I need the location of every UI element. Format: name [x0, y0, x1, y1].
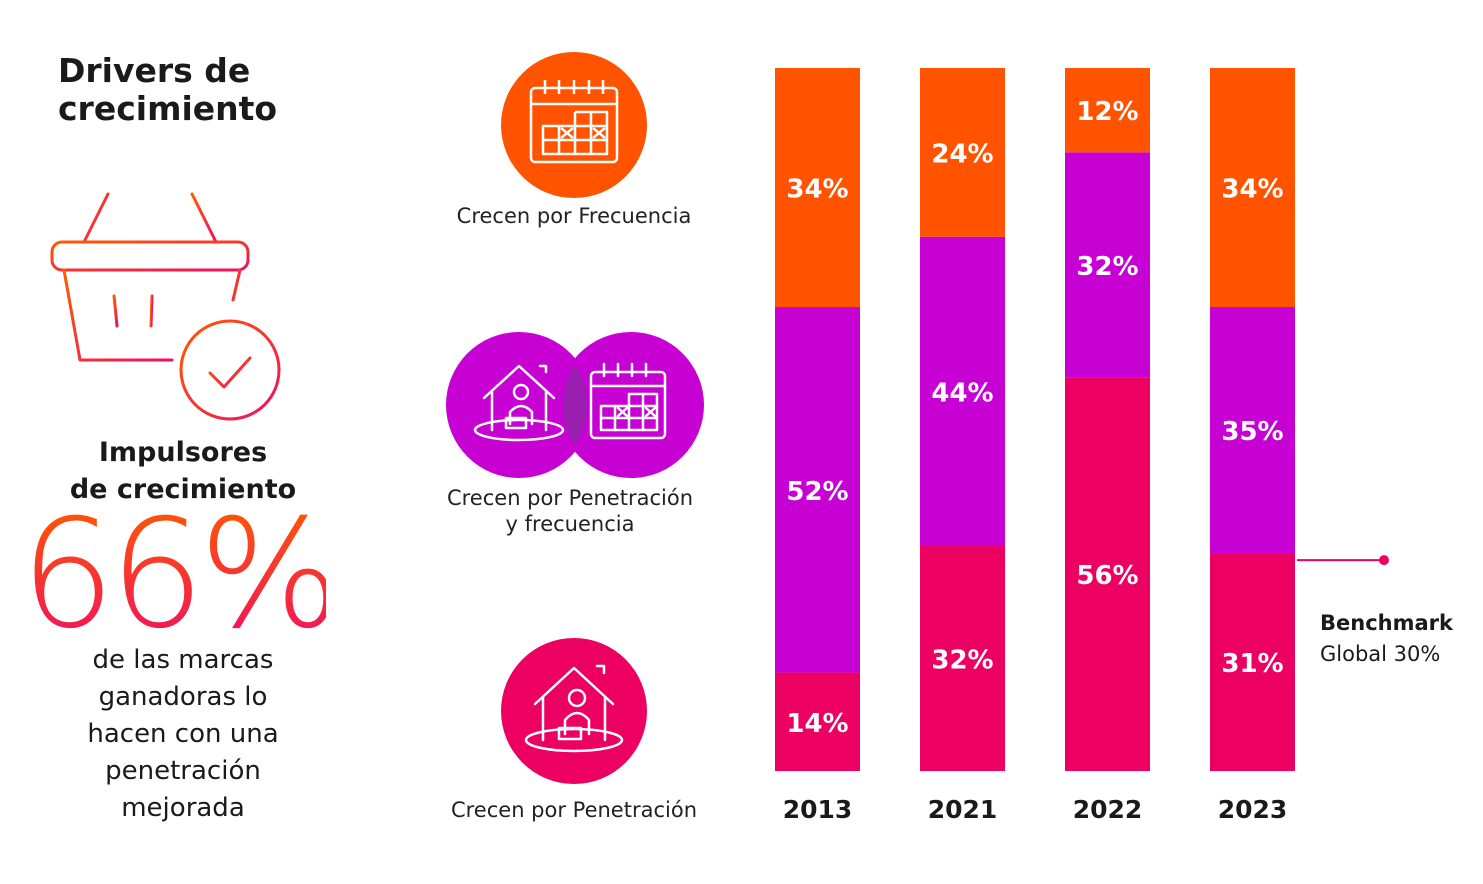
data-label-2022-series-2: 12%: [1076, 97, 1138, 127]
house-calendar-icon: [446, 332, 704, 478]
data-label-2022-series-0: 56%: [1076, 561, 1138, 591]
bar-2021-series-1: [920, 236, 1005, 547]
x-tick-label-2022: 2022: [1073, 795, 1143, 824]
bar-2013-series-0: [775, 672, 860, 771]
benchmark-dot: [1379, 555, 1389, 566]
bar-2023-series-2: [1210, 68, 1295, 308]
x-tick-label-2021: 2021: [928, 795, 998, 824]
highlight-description: de las marcas ganadoras lo hacen con una…: [87, 645, 279, 823]
bar-2022-series-2: [1065, 68, 1150, 153]
data-label-2021-series-2: 24%: [931, 139, 993, 169]
x-tick-label-2013: 2013: [783, 795, 853, 824]
highlight-heading: Impulsores de crecimiento: [69, 437, 297, 505]
data-label-2013-series-2: 34%: [786, 175, 848, 205]
bar-2023-series-0: [1210, 553, 1295, 771]
data-label-2023-series-0: 31%: [1221, 649, 1283, 679]
highlight-value: 66%: [20, 488, 341, 662]
benchmark-value: Global 30%: [1320, 642, 1441, 666]
x-tick-label-2023: 2023: [1218, 795, 1288, 824]
bar-2021-series-2: [920, 68, 1005, 237]
house-person-icon: [501, 638, 647, 784]
bar-2022-series-1: [1065, 152, 1150, 378]
legend-label-penetracion-frecuencia: Crecen por Penetración y frecuencia: [446, 486, 694, 536]
legend-label-frecuencia: Crecen por Frecuencia: [456, 204, 692, 228]
bar-2013-series-2: [775, 68, 860, 308]
data-label-2013-series-1: 52%: [786, 477, 848, 507]
data-label-2021-series-0: 32%: [931, 646, 993, 676]
data-label-2022-series-1: 32%: [1076, 252, 1138, 282]
bar-2021-series-0: [920, 546, 1005, 771]
basket-check-icon: [50, 192, 281, 421]
benchmark-label: Benchmark Global 30%: [1320, 608, 1453, 670]
page-title: Drivers de crecimiento: [58, 51, 278, 128]
data-label-2021-series-1: 44%: [931, 378, 993, 408]
data-label-2023-series-2: 34%: [1221, 175, 1283, 205]
data-label-2013-series-0: 14%: [786, 709, 848, 739]
data-label-2023-series-1: 35%: [1221, 417, 1283, 447]
benchmark-title: Benchmark: [1320, 611, 1453, 635]
bar-2022-series-0: [1065, 377, 1150, 771]
legend-label-penetracion: Crecen por Penetración: [450, 798, 698, 822]
bar-2013-series-1: [775, 307, 860, 673]
bar-2023-series-1: [1210, 307, 1295, 554]
calendar-icon: [501, 52, 647, 198]
